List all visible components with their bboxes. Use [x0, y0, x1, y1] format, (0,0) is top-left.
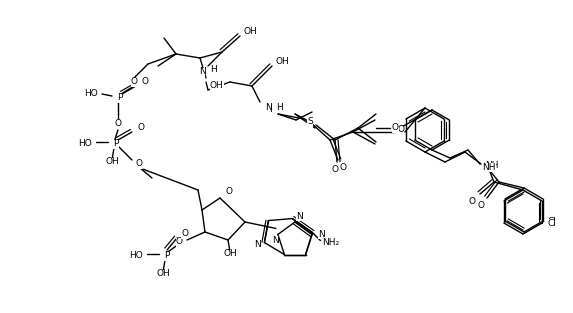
- Text: N: N: [296, 212, 303, 221]
- Text: HO: HO: [129, 252, 143, 260]
- Text: O: O: [115, 120, 121, 129]
- Text: P: P: [164, 252, 170, 260]
- Text: OH: OH: [244, 28, 258, 37]
- Text: O: O: [136, 160, 143, 168]
- Text: H: H: [276, 104, 282, 112]
- Text: Cl: Cl: [547, 217, 556, 225]
- Text: NH₂: NH₂: [323, 238, 340, 247]
- Text: N: N: [254, 240, 260, 249]
- Text: O: O: [181, 229, 188, 239]
- Text: N: N: [265, 105, 272, 115]
- Text: HO: HO: [84, 90, 98, 99]
- Text: OH: OH: [223, 249, 237, 259]
- Text: O: O: [226, 187, 233, 197]
- Text: OH: OH: [105, 157, 119, 167]
- Text: O: O: [392, 124, 399, 132]
- Text: P: P: [113, 140, 119, 148]
- Text: OH: OH: [276, 58, 290, 66]
- Text: O: O: [131, 78, 138, 86]
- Text: Cl: Cl: [547, 218, 556, 228]
- Text: O: O: [397, 126, 404, 135]
- Text: H: H: [210, 65, 217, 74]
- Text: NH: NH: [485, 162, 499, 171]
- Text: NH: NH: [482, 162, 496, 172]
- Text: OH: OH: [156, 269, 170, 279]
- Text: O: O: [332, 166, 339, 175]
- Text: N: N: [199, 68, 205, 76]
- Text: O: O: [176, 238, 183, 247]
- Text: HO: HO: [79, 140, 92, 148]
- Text: O: O: [137, 122, 144, 131]
- Text: O: O: [469, 197, 476, 206]
- Text: N: N: [265, 104, 272, 112]
- Text: N: N: [318, 230, 325, 239]
- Text: P: P: [117, 94, 123, 102]
- Text: S: S: [307, 117, 313, 126]
- Text: O: O: [477, 201, 485, 209]
- Text: OH: OH: [210, 81, 223, 90]
- Text: O: O: [339, 163, 347, 172]
- Text: N: N: [273, 236, 279, 245]
- Text: O: O: [141, 76, 148, 85]
